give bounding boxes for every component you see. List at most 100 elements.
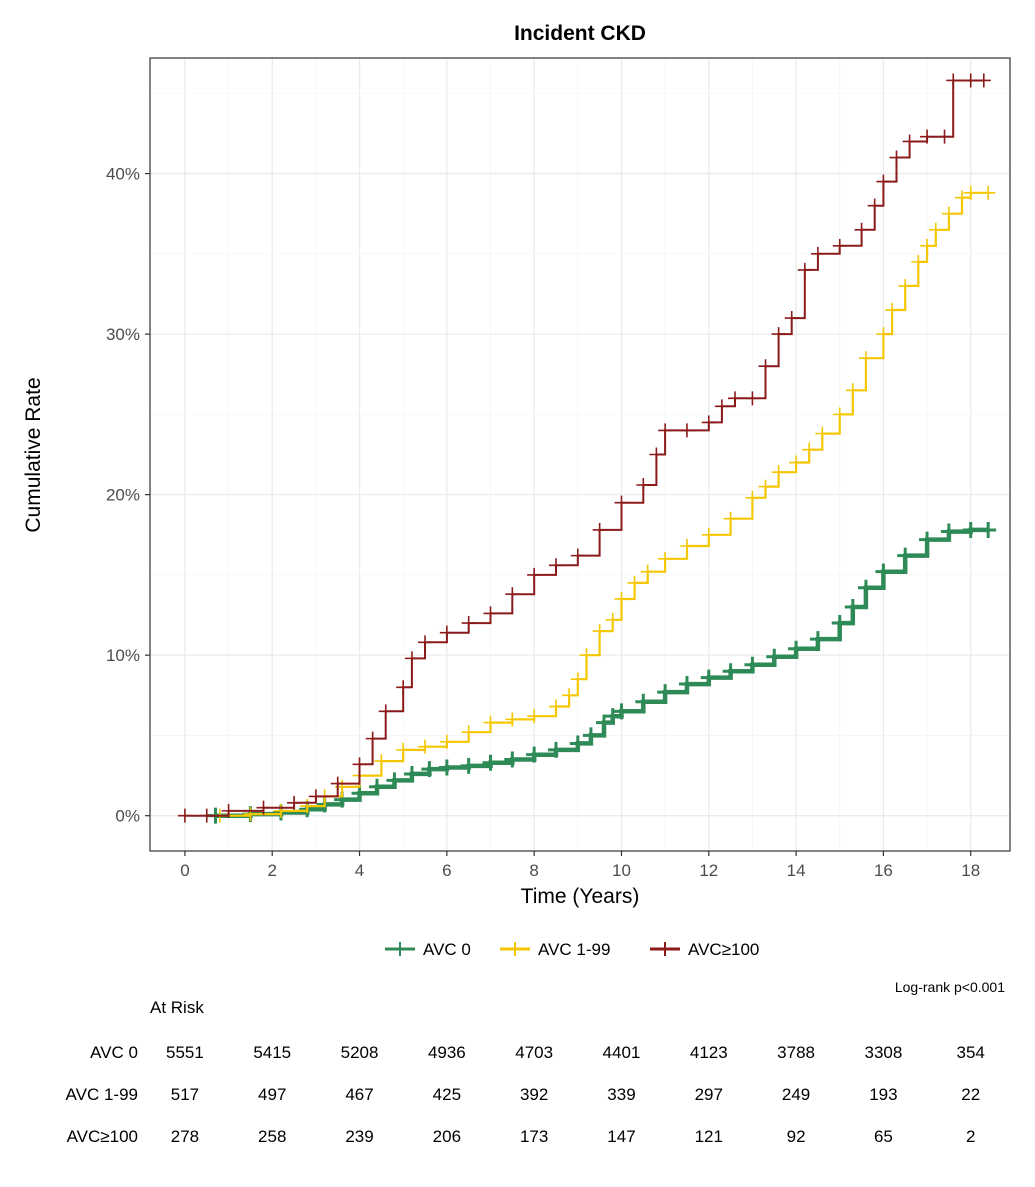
series-1-censor-mark	[679, 539, 694, 553]
series-2-censor-mark	[727, 391, 742, 406]
at-risk-count: 121	[695, 1127, 723, 1146]
series-2-censor-mark	[592, 522, 607, 537]
series-0-censor-mark	[604, 708, 621, 725]
at-risk-count: 239	[345, 1127, 373, 1146]
series-0-censor-mark	[857, 579, 874, 596]
series-2-censor-mark	[287, 795, 302, 810]
series-2-censor-mark	[854, 222, 869, 237]
x-tick-label: 2	[267, 861, 276, 880]
series-2-censor-mark	[636, 478, 651, 492]
series-2-censor-mark	[976, 73, 991, 88]
series-2-censor-mark	[889, 150, 904, 165]
plot-panel-border	[149, 57, 1011, 852]
x-tick-label: 6	[442, 861, 451, 880]
series-1-censor-mark	[845, 383, 860, 398]
series-1-censor-mark	[527, 709, 542, 724]
series-1-censor-mark	[920, 238, 935, 253]
series-2-censor-mark	[461, 616, 476, 631]
series-1-censor-mark	[592, 624, 607, 639]
series-1-censor-mark	[898, 278, 913, 293]
series-2-censor-mark	[946, 73, 961, 88]
series-0-censor-mark	[788, 640, 805, 657]
series-0-curve	[215, 527, 989, 818]
series-0-censor-mark	[569, 735, 586, 752]
series-1-censor-mark	[911, 254, 926, 269]
series-2-censor-mark	[876, 174, 891, 189]
series-2-curve	[184, 79, 984, 817]
series-0-censor-mark	[504, 751, 521, 768]
series-1-censor-mark	[928, 222, 943, 237]
series-0-censor-mark	[980, 521, 997, 538]
series-0-censor-mark	[386, 772, 403, 789]
series-1-censor-mark	[658, 551, 673, 566]
series-1-censor-mark	[243, 807, 258, 822]
series-1-censor-mark	[396, 742, 411, 757]
series-2-censor-mark	[784, 311, 799, 326]
series-0-censor-mark	[962, 521, 979, 538]
series-0-censor-mark	[722, 663, 739, 680]
series-2-censor-mark	[365, 731, 380, 746]
series-0-censor-mark	[403, 765, 420, 782]
at-risk-count: 5208	[341, 1043, 379, 1062]
x-tick-label: 10	[612, 861, 631, 880]
series-1-censor-mark	[640, 564, 655, 579]
series-1-censor-mark	[374, 754, 389, 769]
series-2-censor-mark	[505, 587, 520, 602]
series-1-censor-mark	[570, 672, 585, 687]
at-risk-row-label: AVC 1-99	[66, 1085, 138, 1104]
series-0-censor-mark	[809, 631, 826, 648]
series-2-censor-mark	[548, 558, 563, 573]
at-risk-count: 497	[258, 1085, 286, 1104]
series-1-censor-mark	[832, 407, 847, 422]
y-tick-label: 10%	[106, 646, 140, 665]
series-2-censor-mark	[378, 704, 393, 719]
series-0-censor-mark	[875, 563, 892, 580]
at-risk-count: 392	[520, 1085, 548, 1104]
at-risk-table: At Risk AVC 0 5551 5415 5208 4936 4703 4401 4123…	[66, 998, 985, 1146]
series-2-censor-mark	[867, 198, 882, 213]
series-1-censor-mark	[876, 327, 891, 342]
series-2-censor-mark	[701, 415, 716, 430]
at-risk-count: 297	[695, 1085, 723, 1104]
at-risk-row-label: AVC 0	[90, 1043, 138, 1062]
series-1-censor-mark	[505, 712, 520, 727]
series-1-censor-mark	[723, 511, 738, 526]
series-1-censor-mark	[858, 351, 873, 366]
series-0-censor-mark	[596, 714, 613, 731]
legend: AVC 0 AVC 1-99 AVC≥100	[385, 940, 759, 959]
series-0-censor-mark	[613, 703, 630, 720]
series-2-censor-mark	[199, 808, 214, 823]
series-2-censor-mark	[810, 246, 825, 261]
series-1-censor-mark	[758, 479, 773, 494]
series-2-censor-mark	[439, 625, 454, 640]
at-risk-count: 4123	[690, 1043, 728, 1062]
y-tick-label: 30%	[106, 325, 140, 344]
at-risk-count: 173	[520, 1127, 548, 1146]
series-2-censor-mark	[221, 803, 236, 818]
series-1-censor-mark	[789, 455, 804, 470]
series-1-censor-mark	[548, 699, 563, 714]
series-2-censor-mark	[658, 423, 673, 438]
y-tick-label: 40%	[106, 165, 140, 184]
x-axis-title: Time (Years)	[521, 885, 640, 908]
x-tick-label: 4	[355, 861, 364, 880]
at-risk-count: 278	[171, 1127, 199, 1146]
series-2-censor-mark	[832, 238, 847, 253]
series-0-censor-mark	[678, 676, 695, 693]
series-1-censor-mark	[885, 303, 900, 318]
x-tick-label: 16	[874, 861, 893, 880]
series-2-censor-mark	[679, 423, 694, 438]
series-0-censor-mark	[940, 523, 957, 540]
at-risk-count: 4936	[428, 1043, 466, 1062]
series-2-censor-mark	[483, 606, 498, 621]
series-2-censor-mark	[920, 129, 935, 144]
at-risk-count: 5551	[166, 1043, 204, 1062]
at-risk-count: 2	[966, 1127, 975, 1146]
at-risk-count: 467	[345, 1085, 373, 1104]
y-tick-label: 20%	[106, 486, 140, 505]
at-risk-count: 4703	[515, 1043, 553, 1062]
series-0-censor-mark	[766, 648, 783, 665]
series-0-censor-mark	[460, 757, 477, 774]
axis-layer: 0 2 4 6 8 10 12 14 16 18 0% 10% 20% 30% 40%	[106, 165, 980, 880]
